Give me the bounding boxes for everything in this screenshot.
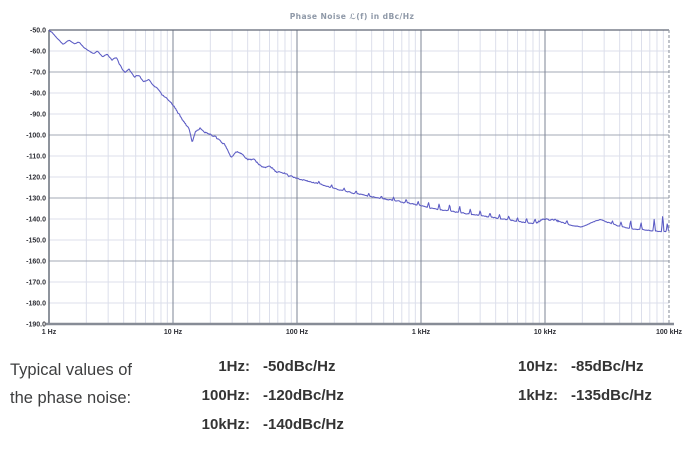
value-label: -50dBc/Hz	[263, 358, 336, 375]
typical-value-row: 10Hz: -85dBc/Hz	[494, 352, 652, 381]
grid-layer	[49, 30, 669, 324]
y-tick-label: -100.0	[26, 133, 46, 140]
value-label: -85dBc/Hz	[571, 358, 644, 375]
x-tick-label: 10 Hz	[164, 329, 183, 336]
typical-value-row: 10kHz: -140dBc/Hz	[186, 410, 344, 439]
y-tick-label: -50.0	[30, 28, 46, 35]
y-tick-label: -150.0	[26, 238, 46, 245]
freq-label: 1Hz:	[218, 358, 250, 375]
chart-title: Phase Noise ℒ(f) in dBc/Hz	[290, 12, 415, 21]
caption-line-2: the phase noise:	[10, 389, 132, 407]
freq-label: 1kHz:	[517, 387, 558, 404]
curve-layer	[48, 30, 669, 233]
x-tick-label: 10 kHz	[534, 329, 557, 336]
y-tick-label: -120.0	[26, 175, 46, 182]
y-tick-label: -110.0	[27, 154, 47, 161]
typical-values-column-2: 10Hz: -85dBc/Hz 1kHz: -135dBc/Hz	[494, 352, 652, 410]
y-tick-label: -190.0	[26, 322, 46, 329]
y-tick-label: -60.0	[30, 49, 46, 56]
freq-label: 10Hz:	[517, 358, 558, 375]
chart-canvas: Phase Noise ℒ(f) in dBc/Hz -50.0 -60.0 -70…	[26, 12, 682, 337]
x-tick-label: 100 Hz	[286, 329, 309, 336]
phase-noise-curve	[48, 30, 669, 233]
axis-labels: -50.0 -60.0 -70.0 -80.0 -90.0 -100.0 -110.0 -12…	[26, 28, 682, 337]
x-tick-label: 1 kHz	[412, 329, 431, 336]
value-label: -120dBc/Hz	[263, 387, 344, 404]
typical-values-caption: Typical values of the phase noise:	[10, 356, 132, 412]
axes-frame	[46, 29, 674, 326]
freq-label: 100Hz:	[201, 387, 250, 404]
y-tick-label: -160.0	[26, 259, 46, 266]
typical-values-section: Typical values of the phase noise: 1Hz: …	[0, 348, 696, 452]
typical-values-column-1: 1Hz: -50dBc/Hz 100Hz: -120dBc/Hz 10kHz: …	[186, 352, 344, 439]
y-tick-label: -90.0	[30, 112, 46, 119]
typical-value-row: 1Hz: -50dBc/Hz	[186, 352, 344, 381]
y-tick-label: -140.0	[26, 217, 46, 224]
caption-line-1: Typical values of	[10, 361, 132, 379]
y-tick-label: -130.0	[26, 196, 46, 203]
y-tick-label: -70.0	[30, 70, 46, 77]
x-tick-label: 1 Hz	[42, 329, 57, 336]
y-tick-label: -80.0	[30, 91, 46, 98]
y-tick-label: -180.0	[26, 301, 46, 308]
typical-value-row: 100Hz: -120dBc/Hz	[186, 381, 344, 410]
typical-value-row: 1kHz: -135dBc/Hz	[494, 381, 652, 410]
value-label: -140dBc/Hz	[263, 416, 344, 433]
value-label: -135dBc/Hz	[571, 387, 652, 404]
y-tick-label: -170.0	[26, 280, 46, 287]
phase-noise-chart: Phase Noise ℒ(f) in dBc/Hz -50.0 -60.0 -70…	[26, 12, 682, 337]
x-tick-label: 100 kHz	[656, 329, 683, 336]
freq-label: 10kHz:	[201, 416, 250, 433]
